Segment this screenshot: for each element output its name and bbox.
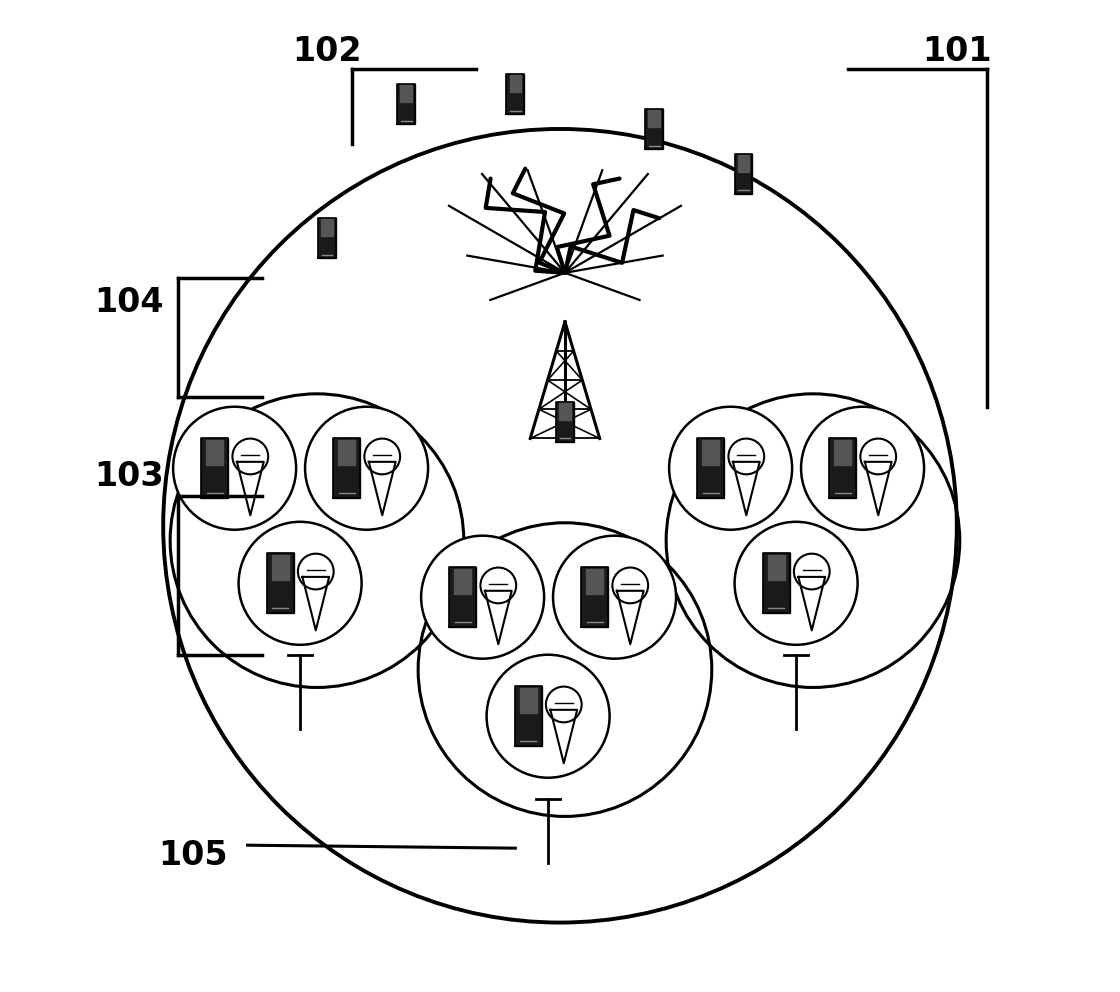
Circle shape [735,522,858,645]
Polygon shape [318,218,336,258]
Polygon shape [581,567,608,627]
Polygon shape [510,75,521,92]
Polygon shape [830,438,856,498]
Circle shape [298,554,334,589]
Circle shape [174,407,296,530]
Polygon shape [617,591,644,644]
Polygon shape [237,462,263,515]
Polygon shape [645,109,663,149]
Polygon shape [334,438,360,498]
Polygon shape [559,403,571,420]
Polygon shape [302,577,329,630]
Text: 105: 105 [158,838,227,872]
Circle shape [305,407,428,530]
Text: 103: 103 [94,459,164,493]
Circle shape [545,686,581,722]
Polygon shape [556,402,573,441]
Polygon shape [202,438,228,498]
Circle shape [553,536,676,659]
Circle shape [613,567,648,603]
Text: 101: 101 [922,35,991,67]
Circle shape [728,438,764,474]
Polygon shape [267,554,293,613]
Text: 104: 104 [94,286,164,319]
Circle shape [480,567,516,603]
Polygon shape [738,155,749,172]
Circle shape [669,407,792,530]
Circle shape [794,554,830,589]
Polygon shape [834,440,851,465]
Polygon shape [454,569,472,594]
Polygon shape [398,84,416,124]
Polygon shape [865,462,892,515]
Polygon shape [368,462,395,515]
Polygon shape [485,591,512,644]
Circle shape [239,522,362,645]
Polygon shape [449,567,476,627]
Polygon shape [506,74,524,114]
Circle shape [486,655,609,778]
Circle shape [233,438,268,474]
Polygon shape [520,688,536,713]
Circle shape [421,536,544,659]
Polygon shape [702,440,719,465]
Polygon shape [735,154,753,193]
Polygon shape [550,710,577,763]
Polygon shape [648,110,660,127]
Polygon shape [271,556,289,580]
Circle shape [801,407,924,530]
Polygon shape [698,438,725,498]
Polygon shape [401,85,412,102]
Polygon shape [321,219,333,236]
Circle shape [364,438,400,474]
Circle shape [860,438,896,474]
Polygon shape [338,440,355,465]
Polygon shape [515,686,542,746]
Polygon shape [763,554,790,613]
Text: 102: 102 [292,35,362,67]
Polygon shape [799,577,825,630]
Polygon shape [586,569,604,594]
Polygon shape [767,556,785,580]
Polygon shape [206,440,223,465]
Polygon shape [732,462,759,515]
